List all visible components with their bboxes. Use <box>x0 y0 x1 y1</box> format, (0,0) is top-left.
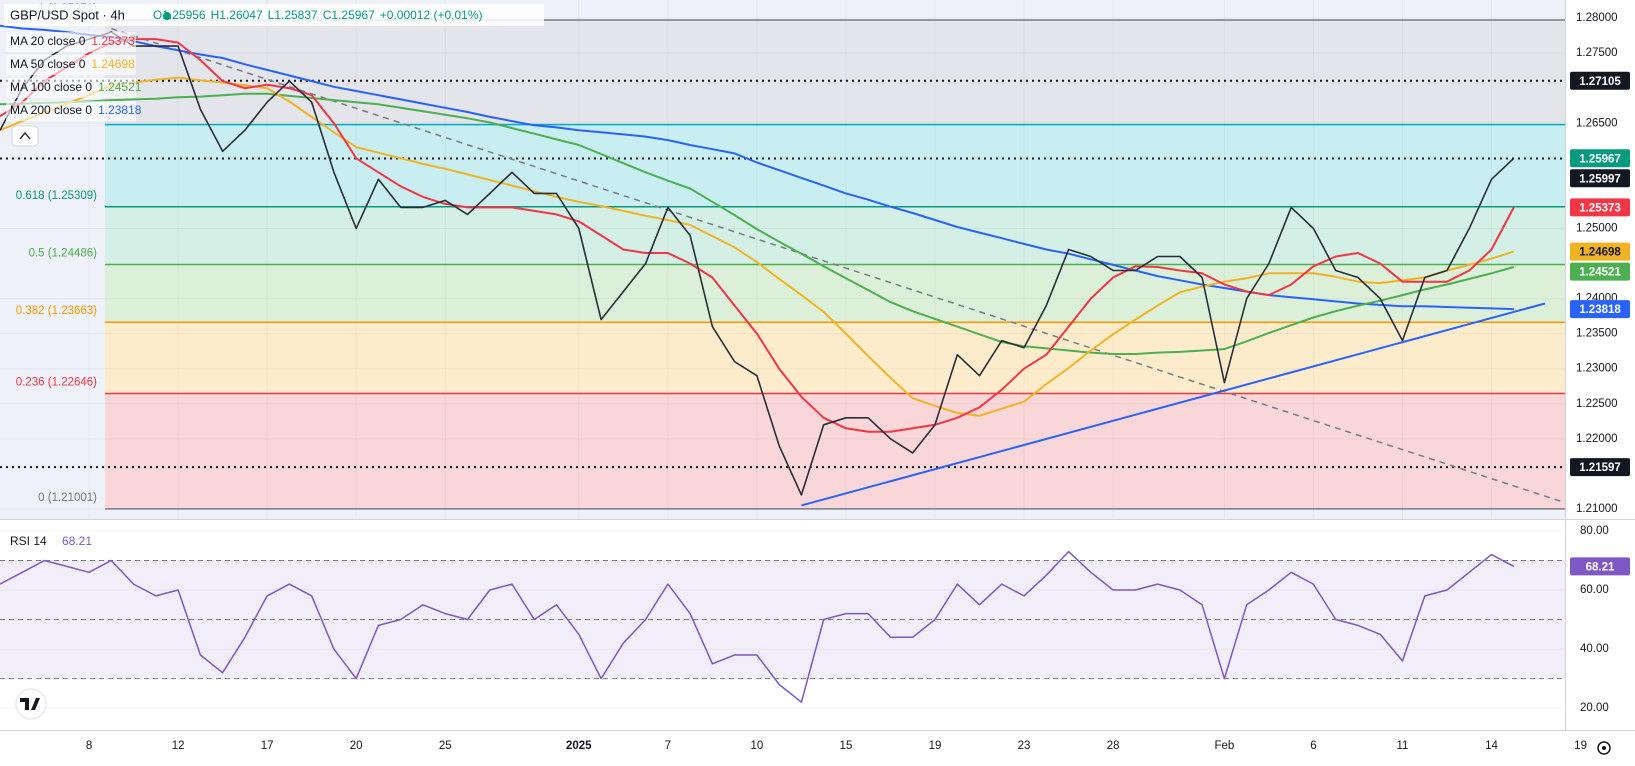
trendline <box>111 27 1565 504</box>
ohlc-value: O1.25956 <box>153 8 206 22</box>
x-tick-label: 14 <box>1485 740 1498 752</box>
gear-ring <box>1597 741 1611 755</box>
axis-tag <box>1570 242 1630 261</box>
axis-tag-label: 1.27105 <box>1579 76 1621 88</box>
tv-logo <box>15 688 47 720</box>
legend-name: MA 50 close 0 <box>10 57 86 71</box>
y-tick-label: 1.25000 <box>1576 222 1618 234</box>
price-line-series <box>0 31 1515 496</box>
legend-bg <box>6 101 136 121</box>
legend-value: 1.25373 <box>91 34 135 48</box>
axis-tag <box>1570 71 1630 90</box>
collapse-button[interactable] <box>11 125 39 147</box>
legend-value: 1.24521 <box>98 80 142 94</box>
x-tick-label: 23 <box>1018 740 1031 752</box>
axis-tag <box>1570 198 1630 217</box>
legend-bg <box>6 32 136 52</box>
gear-hub <box>1602 746 1606 750</box>
y-tick-label: 1.22500 <box>1576 398 1618 410</box>
x-tick-label: 12 <box>172 740 185 752</box>
fib-zone <box>105 206 1565 265</box>
rsi-title: RSI 14 <box>10 534 47 548</box>
rsi-band <box>0 560 1565 679</box>
fib-zone <box>105 393 1565 509</box>
x-tick-label: 7 <box>665 740 671 752</box>
y-tick-label: 1.21000 <box>1576 503 1618 515</box>
legend-bg <box>6 55 136 75</box>
fib-zone <box>105 322 1565 394</box>
x-tick-label: 17 <box>261 740 274 752</box>
logo-bg <box>15 688 47 720</box>
axis-tag <box>1570 169 1630 188</box>
axis-tag <box>1570 458 1630 477</box>
x-tick-label: Feb <box>1214 740 1234 752</box>
status-dot <box>163 12 171 20</box>
legend-bg <box>6 78 136 98</box>
ohlc-value: L1.25837 <box>268 8 318 22</box>
axis-tag <box>1570 149 1630 168</box>
fib-label: 0.236 (1.22646) <box>16 377 97 389</box>
rsi-line <box>0 550 1515 703</box>
rsi-tag-label: 68.21 <box>1586 561 1615 573</box>
ohlc-value: H1.26047 <box>211 8 263 22</box>
ma-line <box>0 92 1515 355</box>
axis-tag-label: 1.25967 <box>1579 153 1621 165</box>
axis-tag-label: 1.23818 <box>1579 304 1621 316</box>
ohlc-value: C1.25967 <box>323 8 375 22</box>
axis-tag-label: 1.25997 <box>1579 173 1621 185</box>
axis-tag-label: 1.21597 <box>1579 462 1621 474</box>
fib-zone <box>105 124 1565 207</box>
x-tick-label: 11 <box>1397 740 1409 752</box>
ma-line <box>0 38 1515 433</box>
rsi-tick-label: 80.00 <box>1580 525 1609 537</box>
axis-tag <box>1570 262 1630 281</box>
symbol-title: GBP/USD Spot · 4h <box>10 7 125 22</box>
legend-name: MA 20 close 0 <box>10 34 86 48</box>
settings-icon[interactable] <box>1597 741 1611 755</box>
rsi-pane <box>0 530 1565 709</box>
legend-value: 1.24698 <box>91 57 135 71</box>
rsi-tick-label: 60.00 <box>1580 584 1609 596</box>
y-tick-label: 1.26500 <box>1576 117 1618 129</box>
axis-tag-label: 1.25373 <box>1579 202 1621 214</box>
rsi-tick-label: 20.00 <box>1580 702 1609 714</box>
axis-tag-label: 1.24698 <box>1579 247 1621 259</box>
y-tick-label: 1.27500 <box>1576 47 1618 59</box>
axis-tag-label: 1.24521 <box>1579 267 1621 279</box>
x-tick-label: 10 <box>751 740 764 752</box>
x-tick-label: 28 <box>1107 740 1120 752</box>
fib-zone <box>105 20 1565 125</box>
legend-name: MA 100 close 0 <box>10 80 92 94</box>
rsi-value: 68.21 <box>62 534 92 548</box>
y-tick-label: 1.23000 <box>1576 363 1618 375</box>
logo-mark <box>20 698 40 710</box>
x-tick-label: 19 <box>929 740 942 752</box>
y-tick-label: 1.23500 <box>1576 328 1618 340</box>
fib-label: 0.618 (1.25309) <box>16 190 97 202</box>
x-tick-label: 25 <box>439 740 452 752</box>
fib-label: 0 (1.21001) <box>38 492 97 504</box>
x-tick-label: 19 <box>1574 740 1587 752</box>
y-tick-label: 1.22000 <box>1576 433 1618 445</box>
rsi-tag <box>1570 557 1630 576</box>
x-tick-label: 6 <box>1310 740 1316 752</box>
legend-name: MA 200 close 0 <box>10 103 92 117</box>
legend-value: 1.23818 <box>98 103 142 117</box>
fib-label: 0.5 (1.24486) <box>29 248 98 260</box>
axis-tag <box>1570 300 1630 319</box>
ohlc-value: +0.00012 (+0.01%) <box>380 8 483 22</box>
price-pane: 1 (1.27971)0.618 (1.25309)0.5 (1.24486)0… <box>0 0 1565 519</box>
x-tick-label: 15 <box>840 740 853 752</box>
header-bg <box>4 4 544 26</box>
fib-label: 0.382 (1.23663) <box>16 305 97 317</box>
trendline <box>801 302 1546 507</box>
rsi-tick-label: 40.00 <box>1580 643 1609 655</box>
x-tick-label: 2025 <box>566 740 592 752</box>
x-tick-label: 20 <box>350 740 363 752</box>
collapse-icon <box>19 131 31 140</box>
y-tick-label: 1.28000 <box>1576 12 1618 24</box>
x-tick-label: 8 <box>86 740 92 752</box>
